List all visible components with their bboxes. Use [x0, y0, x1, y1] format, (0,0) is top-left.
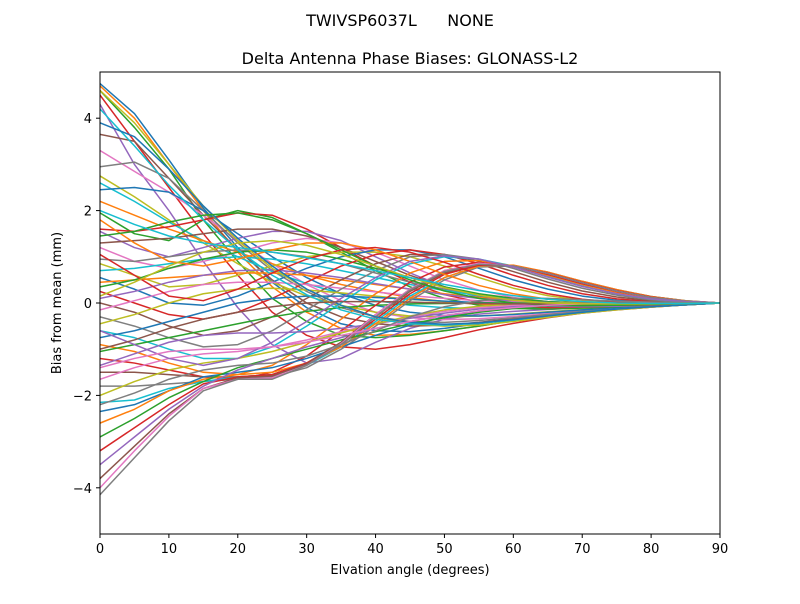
- series-line-11: [100, 186, 720, 317]
- y-axis: −4 −2 0 2 4: [73, 112, 100, 497]
- series-line-48: [100, 263, 720, 496]
- y-tick-label: −4: [73, 482, 92, 497]
- y-tick-label: 4: [84, 112, 92, 127]
- series-line-53: [100, 212, 720, 307]
- x-axis-label: Elvation angle (degrees): [330, 563, 489, 578]
- x-axis: 0 10 20 30 40 50 60 70 80 90: [96, 534, 728, 557]
- chart-title: Delta Antenna Phase Biases: GLONASS-L2: [242, 49, 579, 68]
- figure-suptitle: TWIVSP6037L NONE: [305, 11, 494, 30]
- x-tick-label: 70: [574, 542, 591, 557]
- x-tick-label: 30: [298, 542, 315, 557]
- x-tick-label: 10: [161, 542, 178, 557]
- series-line-28: [100, 253, 720, 348]
- x-tick-label: 20: [230, 542, 247, 557]
- y-tick-label: −2: [73, 389, 92, 404]
- series-line-32: [100, 259, 720, 376]
- y-tick-label: 2: [84, 205, 92, 220]
- x-tick-label: 60: [505, 542, 522, 557]
- x-tick-label: 80: [643, 542, 660, 557]
- x-tick-label: 0: [96, 542, 104, 557]
- series-line-55: [100, 255, 720, 367]
- x-tick-label: 50: [436, 542, 453, 557]
- x-tick-label: 90: [712, 542, 729, 557]
- x-tick-label: 40: [367, 542, 384, 557]
- series-line-54: [100, 246, 720, 304]
- series-layer: [100, 82, 720, 496]
- series-line-42: [100, 264, 720, 424]
- y-tick-label: 0: [84, 297, 92, 312]
- series-line-58: [100, 297, 720, 406]
- series-line-51: [100, 122, 720, 325]
- series-line-60: [100, 209, 720, 305]
- y-axis-label: Bias from mean (mm): [50, 232, 65, 374]
